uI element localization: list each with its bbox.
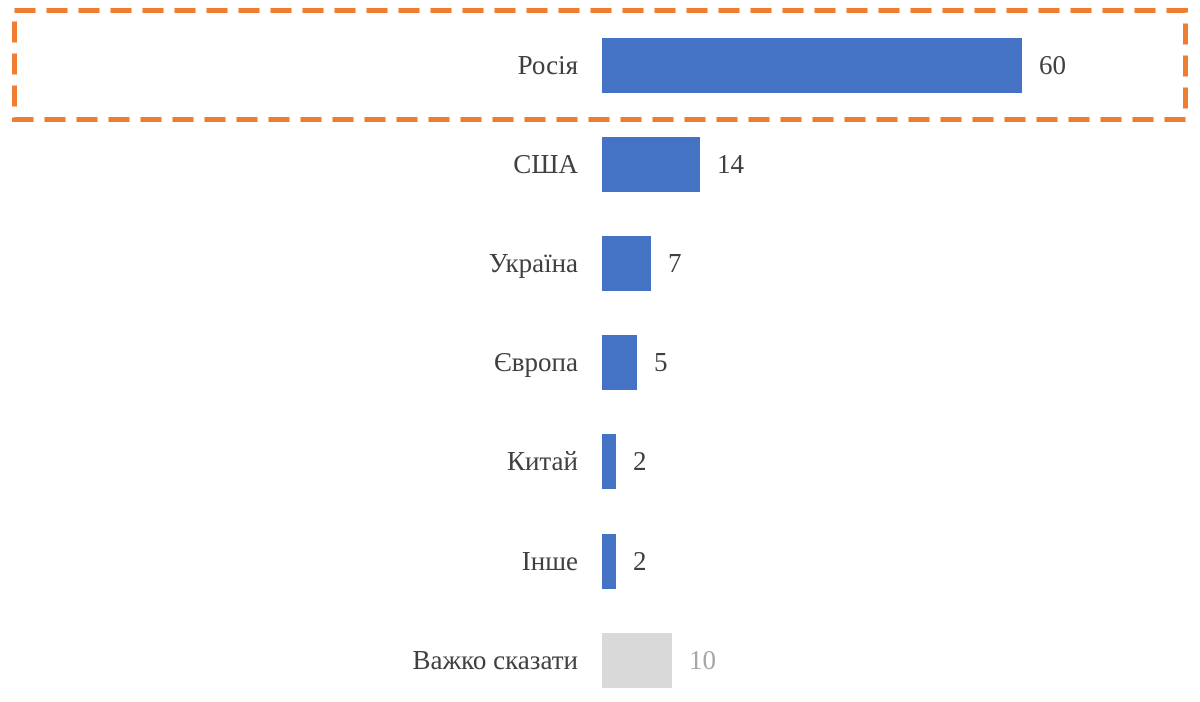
category-label: США [513, 148, 578, 179]
chart-row: Китай 2 [0, 434, 1200, 490]
category-label: Україна [488, 247, 578, 278]
value-label: 10 [689, 644, 716, 675]
chart-row: Україна 7 [0, 235, 1200, 291]
chart-row: Важко сказати 10 [0, 632, 1200, 688]
chart-row: Росія 60 [0, 37, 1200, 93]
bar [602, 533, 616, 589]
chart-row: Інше 2 [0, 533, 1200, 589]
value-label: 14 [717, 148, 744, 179]
category-label: Росія [517, 49, 578, 80]
value-label: 5 [654, 347, 668, 378]
value-label: 60 [1039, 49, 1066, 80]
chart-row: Європа 5 [0, 335, 1200, 391]
category-label: Важко сказати [412, 644, 578, 675]
category-label: Інше [521, 545, 578, 576]
bar [602, 632, 672, 688]
chart-row: США 14 [0, 136, 1200, 192]
bar [602, 434, 616, 490]
bar [602, 235, 651, 291]
category-label: Китай [506, 446, 578, 477]
bar [602, 37, 1022, 93]
value-label: 2 [633, 446, 647, 477]
category-label: Європа [493, 347, 578, 378]
value-label: 2 [633, 545, 647, 576]
bar [602, 136, 700, 192]
bar [602, 335, 637, 391]
value-label: 7 [668, 247, 682, 278]
